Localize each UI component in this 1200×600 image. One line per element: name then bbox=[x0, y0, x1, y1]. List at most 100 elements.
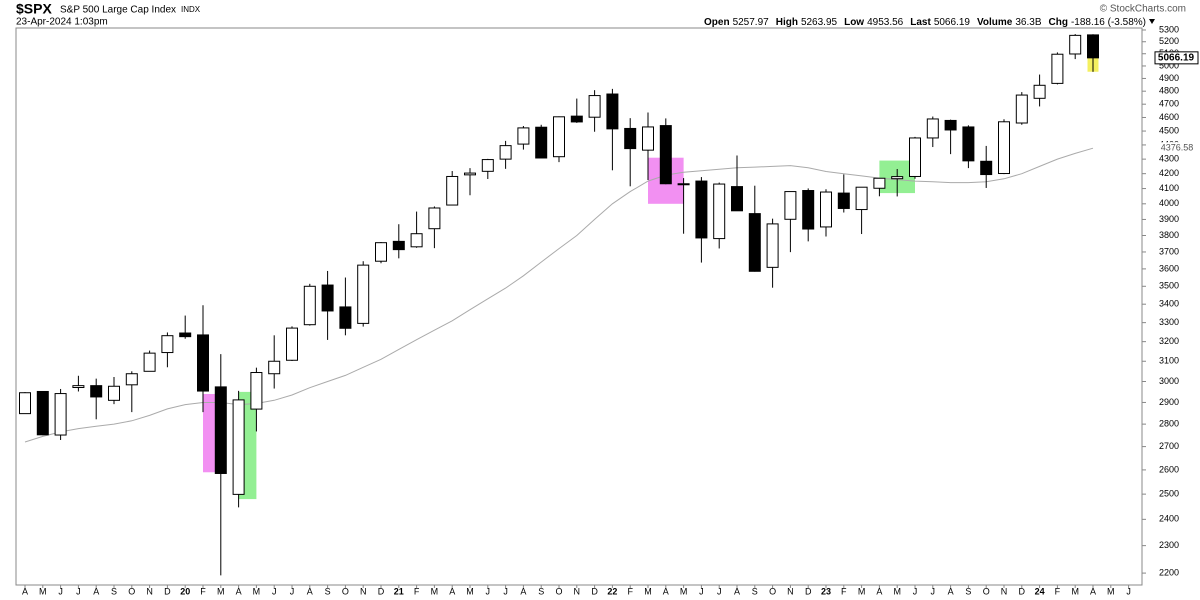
y-tick-label: 2600 bbox=[1159, 464, 1179, 474]
date: 23-Apr-2024 1:03pm bbox=[16, 17, 108, 28]
candle-body bbox=[161, 335, 174, 354]
down-arrow bbox=[1149, 19, 1155, 24]
candle-body bbox=[535, 126, 548, 159]
plot-frame bbox=[15, 27, 1143, 586]
candle-body bbox=[926, 118, 939, 139]
x-tick-label: O bbox=[769, 586, 776, 596]
candle-body bbox=[695, 180, 708, 239]
y-tick-label: 4800 bbox=[1159, 86, 1179, 96]
credit: © StockCharts.com bbox=[1100, 4, 1186, 15]
stat-value: 5257.97 bbox=[733, 17, 770, 28]
y-tick-label: 4200 bbox=[1159, 168, 1179, 178]
candle-body bbox=[410, 233, 423, 248]
x-tick-label: 24 bbox=[1035, 586, 1045, 596]
candle-body bbox=[713, 183, 726, 240]
y-tick-label: 3600 bbox=[1159, 263, 1179, 273]
candle-body bbox=[766, 223, 779, 268]
y-tick-label: 5000 bbox=[1159, 60, 1179, 70]
candle-body bbox=[553, 116, 565, 158]
x-tick-label: M bbox=[858, 586, 866, 596]
x-tick-label: A bbox=[734, 586, 740, 596]
stat-label: Low bbox=[844, 17, 864, 28]
x-tick-label: 20 bbox=[180, 586, 190, 596]
candle-body bbox=[428, 207, 441, 230]
candle-body bbox=[250, 372, 263, 410]
stat-label: Chg bbox=[1049, 17, 1068, 28]
y-tick-label: 3000 bbox=[1159, 376, 1179, 386]
candle-body bbox=[286, 327, 298, 361]
candle-body bbox=[375, 242, 387, 262]
ma-label-box bbox=[1156, 142, 1198, 155]
x-tick-label: J bbox=[272, 586, 277, 596]
x-tick-label: M bbox=[466, 586, 474, 596]
candle-body bbox=[1069, 34, 1082, 55]
y-tick-label: 2200 bbox=[1159, 567, 1179, 577]
x-tick-label: M bbox=[893, 586, 901, 596]
x-tick-label: M bbox=[253, 586, 261, 596]
x-tick-label: J bbox=[503, 586, 508, 596]
candle-body bbox=[588, 95, 601, 118]
y-tick-label: 3500 bbox=[1159, 281, 1179, 291]
candle-body bbox=[72, 385, 85, 389]
y-tick-label: 4600 bbox=[1159, 112, 1179, 122]
stat-label: Last bbox=[910, 17, 931, 28]
x-tick-label: D bbox=[164, 586, 171, 596]
x-tick-label: J bbox=[486, 586, 491, 596]
candle-body bbox=[339, 306, 352, 329]
y-tick-label: 2400 bbox=[1159, 514, 1179, 524]
x-tick-label: O bbox=[128, 586, 135, 596]
candle-body bbox=[748, 213, 761, 272]
x-tick-label: N bbox=[787, 586, 794, 596]
stat-value: -188.16 (-3.58%) bbox=[1071, 17, 1146, 28]
x-tick-label: 22 bbox=[607, 586, 617, 596]
candle-body bbox=[606, 93, 619, 130]
candle-body bbox=[998, 121, 1010, 175]
candle-body bbox=[1087, 34, 1099, 59]
y-tick-label: 4100 bbox=[1159, 183, 1179, 193]
y-tick-label: 3300 bbox=[1159, 317, 1179, 327]
y-tick-label: 4700 bbox=[1159, 99, 1179, 109]
candle-body bbox=[179, 332, 192, 338]
stats: Open 5257.97 High 5263.95 Low 4953.56 Last 5066… bbox=[704, 17, 1146, 28]
x-tick-label: O bbox=[555, 586, 562, 596]
x-tick-label: M bbox=[217, 586, 225, 596]
x-tick-label: N bbox=[574, 586, 581, 596]
candle-body bbox=[108, 385, 120, 401]
x-tick-label: D bbox=[1019, 586, 1026, 596]
x-tick-label: J bbox=[290, 586, 295, 596]
y-tick-label: 5200 bbox=[1159, 36, 1179, 46]
x-tick-label: A bbox=[948, 586, 954, 596]
y-tick-label: 3800 bbox=[1159, 230, 1179, 240]
candle-body bbox=[891, 176, 904, 180]
candle-body bbox=[481, 159, 494, 172]
candle-body bbox=[143, 352, 156, 372]
candle-body bbox=[570, 115, 583, 123]
candle-body bbox=[303, 285, 316, 326]
y-tick-label: 3900 bbox=[1159, 214, 1179, 224]
candle-body bbox=[820, 191, 832, 228]
y-tick-label: 4300 bbox=[1159, 154, 1179, 164]
candle-body bbox=[909, 137, 921, 177]
candle-body bbox=[321, 284, 334, 312]
x-tick-label: A bbox=[520, 586, 526, 596]
candle-body bbox=[499, 145, 512, 160]
x-tick-label: S bbox=[111, 586, 117, 596]
y-tick-label: 3400 bbox=[1159, 299, 1179, 309]
x-tick-label: D bbox=[805, 586, 812, 596]
x-tick-label: S bbox=[965, 586, 971, 596]
x-tick-label: S bbox=[325, 586, 331, 596]
stat-value: 4953.56 bbox=[867, 17, 904, 28]
x-tick-label: J bbox=[58, 586, 63, 596]
x-tick-label: N bbox=[360, 586, 367, 596]
candle-body bbox=[873, 177, 886, 189]
y-tick-label: 2700 bbox=[1159, 441, 1179, 451]
y-tick-label: 4000 bbox=[1159, 198, 1179, 208]
x-tick-label: D bbox=[378, 586, 385, 596]
x-tick-label: 23 bbox=[821, 586, 831, 596]
x-tick-label: M bbox=[680, 586, 688, 596]
y-tick-label: 3100 bbox=[1159, 356, 1179, 366]
candle-body bbox=[19, 392, 31, 415]
symbol: $SPX bbox=[16, 1, 52, 17]
y-tick-label: 2300 bbox=[1159, 540, 1179, 550]
